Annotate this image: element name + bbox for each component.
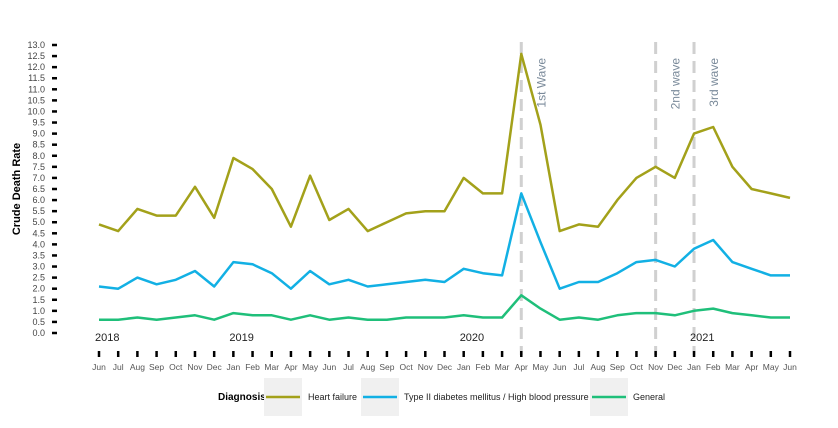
x-tick-label: Jan (457, 362, 471, 372)
series-line (98, 52, 791, 233)
x-tick-label: Aug (360, 362, 375, 372)
series-lines (98, 52, 791, 321)
y-tick-label: 8.0 (32, 151, 45, 161)
y-tick-label: 3.0 (32, 262, 45, 272)
x-tick-label: Sep (379, 362, 394, 372)
x-tick-label: Jan (227, 362, 241, 372)
y-tick-label: 4.0 (32, 239, 45, 249)
y-tick-label: 10.5 (27, 95, 45, 105)
legend-entry-label: Type II diabetes mellitus / High blood p… (404, 392, 589, 402)
x-tick-label: Jun (553, 362, 567, 372)
x-tick-label: Sep (149, 362, 164, 372)
y-tick-label: 9.5 (32, 118, 45, 128)
x-tick-label: Mar (264, 362, 279, 372)
x-tick-label: Oct (399, 362, 413, 372)
x-tick-label: Oct (630, 362, 644, 372)
y-axis-label: Crude Death Rate (11, 143, 23, 235)
year-label: 2018 (95, 332, 119, 344)
x-tick-label: Dec (207, 362, 223, 372)
y-tick-label: 6.0 (32, 195, 45, 205)
y-tick-label: 0.5 (32, 317, 45, 327)
x-tick-label: Apr (515, 362, 528, 372)
y-tick-label: 11.0 (28, 84, 45, 94)
x-tick-label: Jun (783, 362, 797, 372)
y-tick-label: 12.5 (27, 51, 45, 61)
y-tick-label: 7.5 (32, 162, 45, 172)
x-tick-label: Jan (687, 362, 701, 372)
x-tick-label: Nov (648, 362, 664, 372)
y-tick-label: 8.5 (32, 140, 45, 150)
y-tick-label: 1.0 (32, 306, 45, 316)
y-tick-label: 2.0 (32, 284, 45, 294)
x-tick-label: Feb (706, 362, 721, 372)
y-tick-label: 5.5 (32, 206, 45, 216)
x-tick-label: Feb (476, 362, 491, 372)
wave-annotations: 1st Wave 2nd wave 3rd wave (519, 42, 721, 355)
y-tick-label: 10.0 (27, 106, 45, 116)
x-tick-label: May (302, 362, 319, 372)
x-tick-label: Sep (610, 362, 625, 372)
x-tick-label: Mar (725, 362, 740, 372)
wave-label: 1st Wave (534, 58, 548, 108)
x-tick-label: Jul (343, 362, 354, 372)
y-axis: 0.00.51.01.52.02.53.0 3.54.04.55.05.56.06… (27, 40, 57, 338)
x-tick-label: Dec (437, 362, 453, 372)
x-tick-label: Apr (284, 362, 297, 372)
legend: Diagnosis Heart failure Type II diabetes … (218, 378, 665, 416)
x-tick-label: May (532, 362, 549, 372)
legend-title: Diagnosis (218, 392, 266, 403)
legend-entry-label: General (633, 392, 665, 402)
y-tick-label: 5.0 (32, 217, 45, 227)
x-tick-label: Mar (495, 362, 510, 372)
x-tick-label: Jun (322, 362, 336, 372)
y-tick-label: 4.5 (32, 228, 45, 238)
x-tick-label: Dec (667, 362, 683, 372)
y-tick-label: 0.0 (32, 328, 45, 338)
x-tick-label: Nov (418, 362, 434, 372)
year-label: 2020 (460, 332, 484, 344)
x-axis: Jun Jul Aug Sep Oct Nov Dec Jan Feb Mar Apr May Jun J… (92, 351, 797, 372)
year-label: 2021 (690, 332, 714, 344)
x-tick-label: Nov (187, 362, 203, 372)
series-line (99, 294, 790, 321)
x-tick-label: Aug (590, 362, 605, 372)
x-tick-label: May (763, 362, 780, 372)
x-tick-label: Apr (745, 362, 758, 372)
legend-entry-label: Heart failure (308, 392, 357, 402)
x-tick-label: Feb (245, 362, 260, 372)
wave-label: 3rd wave (707, 58, 721, 107)
y-tick-label: 7.0 (32, 173, 45, 183)
x-tick-label: Oct (169, 362, 183, 372)
y-tick-label: 6.5 (32, 184, 45, 194)
wave-label: 2nd wave (669, 58, 683, 110)
x-tick-label: Jul (573, 362, 584, 372)
x-tick-label: Jul (113, 362, 124, 372)
y-tick-label: 1.5 (32, 295, 45, 305)
year-label: 2019 (229, 332, 253, 344)
series-line (98, 192, 790, 290)
y-tick-label: 13.0 (27, 40, 45, 50)
y-tick-label: 9.0 (32, 129, 45, 139)
x-tick-label: Jun (92, 362, 106, 372)
y-tick-label: 11.5 (28, 73, 45, 83)
x-tick-label: Aug (130, 362, 145, 372)
year-labels: 2018 2019 2020 2021 (95, 332, 715, 344)
y-tick-label: 2.5 (32, 273, 45, 283)
y-tick-label: 3.5 (32, 250, 45, 260)
y-tick-label: 12.0 (27, 62, 45, 72)
